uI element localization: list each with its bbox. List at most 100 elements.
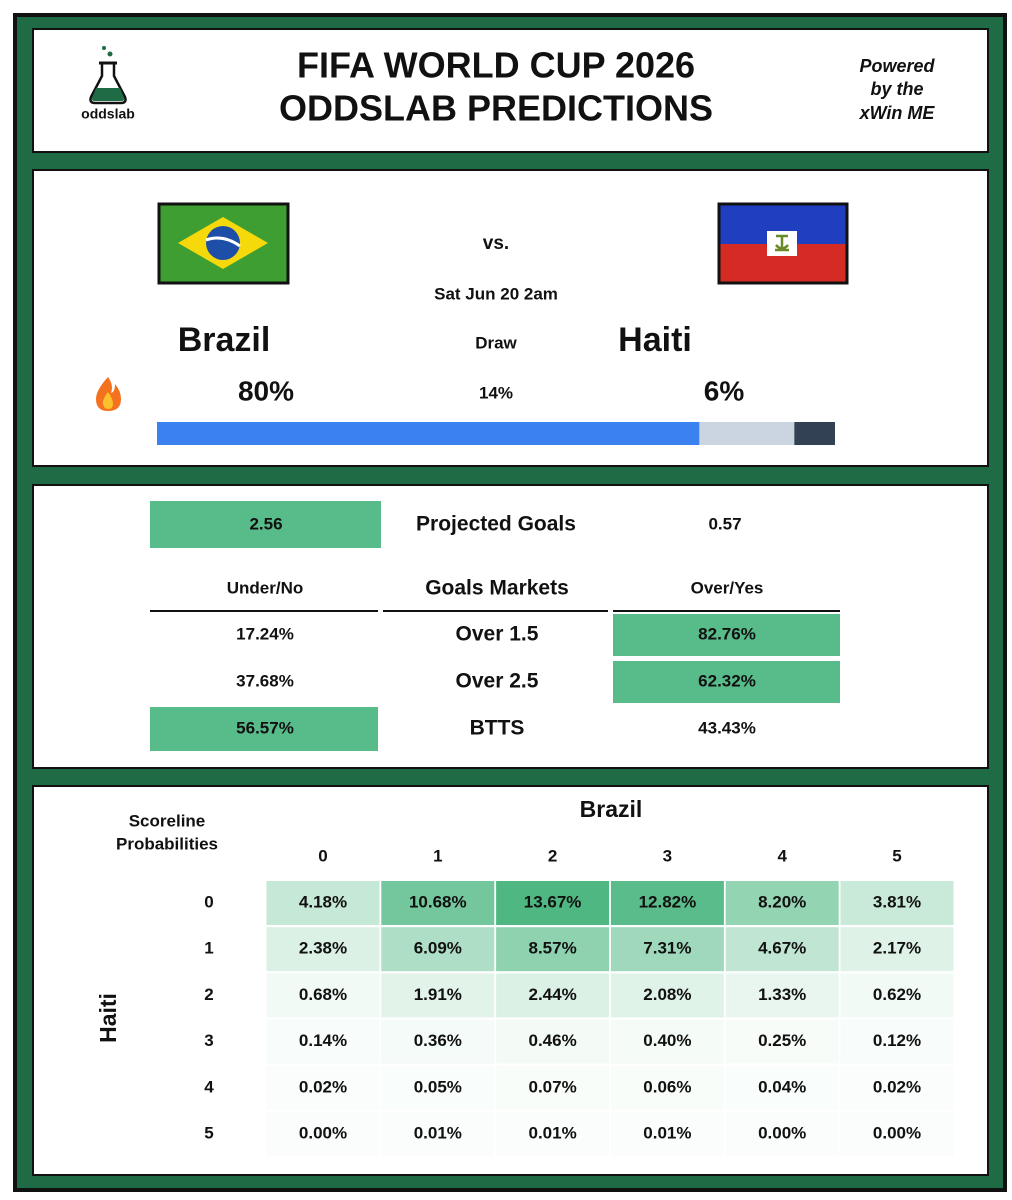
highlight — [150, 707, 378, 751]
highlight — [613, 661, 840, 703]
match-date: Sat Jun 20 2am — [434, 284, 558, 303]
column-label: 0 — [318, 846, 327, 865]
column-header: Over/Yes — [691, 578, 764, 597]
cell-label: 2.44% — [528, 985, 576, 1004]
heat-cell — [266, 1112, 380, 1156]
heat-cell — [496, 881, 610, 925]
heat-cell — [266, 881, 380, 925]
bubble — [102, 46, 106, 50]
title: ODDSLAB PREDICTIONS — [279, 88, 713, 129]
cell-label: 0.25% — [758, 1031, 806, 1050]
cell-label: 4.18% — [299, 892, 347, 911]
cell-label: 0.00% — [758, 1123, 806, 1142]
cell-label: 1.91% — [414, 985, 462, 1004]
scoreline-title: Probabilities — [116, 834, 218, 853]
heat-cell — [725, 1112, 839, 1156]
goals-markets: 17.24% Over 1.5 82.76% 37.68% Over 2.5 62.32%… — [236, 623, 756, 740]
cell-label: 2.17% — [873, 939, 921, 958]
cell-label: 0.46% — [528, 1031, 576, 1050]
heat-cell — [725, 1065, 839, 1110]
flag-globe — [206, 226, 240, 260]
market-prob: 82.76% — [698, 624, 756, 643]
cell-label: 8.20% — [758, 892, 806, 911]
heat-cell — [381, 881, 495, 925]
heat-cell — [381, 973, 495, 1018]
fire-icon — [96, 377, 121, 411]
column-label: 5 — [892, 846, 901, 865]
row-label: 0 — [204, 892, 213, 911]
bubble — [107, 51, 113, 57]
scoreline-grid: 0 1 2 3 4 5 0 1 2 3 4 5 4.18% 10.68% 13.67% 12.82% 8.20%… — [204, 846, 954, 1156]
cell-label: 0.00% — [299, 1123, 347, 1142]
home-team: Brazil — [178, 321, 271, 359]
cell-label: 0.68% — [299, 985, 347, 1004]
heat-cell — [725, 927, 839, 972]
projected-label: Projected Goals — [416, 513, 576, 536]
heat-cell — [840, 1019, 954, 1064]
cell-label: 4.67% — [758, 939, 806, 958]
market-prob: 56.57% — [236, 718, 294, 737]
draw-prob: 14% — [479, 383, 513, 402]
cell-label: 0.12% — [873, 1031, 921, 1050]
market-prob: 62.32% — [698, 671, 756, 690]
heat-cell — [840, 1065, 954, 1110]
projected-home: 2.56 — [249, 514, 282, 533]
header-panel — [32, 28, 989, 153]
cell-label: 0.06% — [643, 1077, 691, 1096]
heat-cell — [725, 973, 839, 1018]
market-prob: 43.43% — [698, 718, 756, 737]
heat-cell — [266, 927, 380, 972]
column-label: 2 — [548, 846, 557, 865]
column-header: Goals Markets — [425, 577, 569, 600]
column-team: Brazil — [580, 796, 643, 822]
flask-liquid — [91, 88, 125, 101]
market-label: Over 2.5 — [456, 670, 539, 693]
powered-by: by the — [870, 79, 923, 99]
flag-emblem — [775, 234, 789, 252]
cell-label: 8.57% — [528, 939, 576, 958]
heat-cell — [610, 1112, 724, 1156]
cell-label: 2.38% — [299, 939, 347, 958]
heat-cell — [840, 1112, 954, 1156]
scoreline-title: Scoreline — [129, 811, 206, 830]
cell-label: 10.68% — [409, 892, 467, 911]
title: FIFA WORLD CUP 2026 — [297, 45, 695, 86]
cell-label: 12.82% — [639, 892, 697, 911]
cell-label: 13.67% — [524, 892, 582, 911]
market-label: BTTS — [470, 717, 525, 740]
brazil-flag — [157, 202, 290, 285]
heat-cell — [840, 973, 954, 1018]
cell-label: 0.36% — [414, 1031, 462, 1050]
heat-cell — [381, 927, 495, 972]
heat-cell — [840, 881, 954, 925]
row-label: 2 — [204, 985, 213, 1004]
cell-label: 0.01% — [414, 1123, 462, 1142]
cell-label: 0.07% — [528, 1077, 576, 1096]
row-label: 1 — [204, 939, 213, 958]
column-label: 3 — [663, 846, 672, 865]
probability-bar — [157, 422, 835, 445]
cell-label: 0.01% — [643, 1123, 691, 1142]
heat-cell — [266, 1019, 380, 1064]
draw-label: Draw — [475, 333, 517, 352]
row-team: Haiti — [95, 993, 121, 1043]
powered-by: Powered — [859, 56, 935, 76]
row-label: 3 — [204, 1031, 213, 1050]
cell-label: 0.14% — [299, 1031, 347, 1050]
heat-cell — [496, 927, 610, 972]
heat-cell — [266, 973, 380, 1018]
powered-by: xWin ME — [859, 103, 936, 123]
heat-cell — [266, 1065, 380, 1110]
heat-cell — [610, 881, 724, 925]
vs: vs. — [483, 233, 509, 254]
heat-cell — [610, 927, 724, 972]
heat-cell — [381, 1065, 495, 1110]
heat-cell — [840, 927, 954, 972]
highlight — [150, 501, 381, 548]
column-label: 1 — [433, 846, 442, 865]
away-win-prob: 6% — [704, 375, 745, 406]
heat-cell — [496, 1065, 610, 1110]
cell-label: 0.04% — [758, 1077, 806, 1096]
cell-label: 3.81% — [873, 892, 921, 911]
